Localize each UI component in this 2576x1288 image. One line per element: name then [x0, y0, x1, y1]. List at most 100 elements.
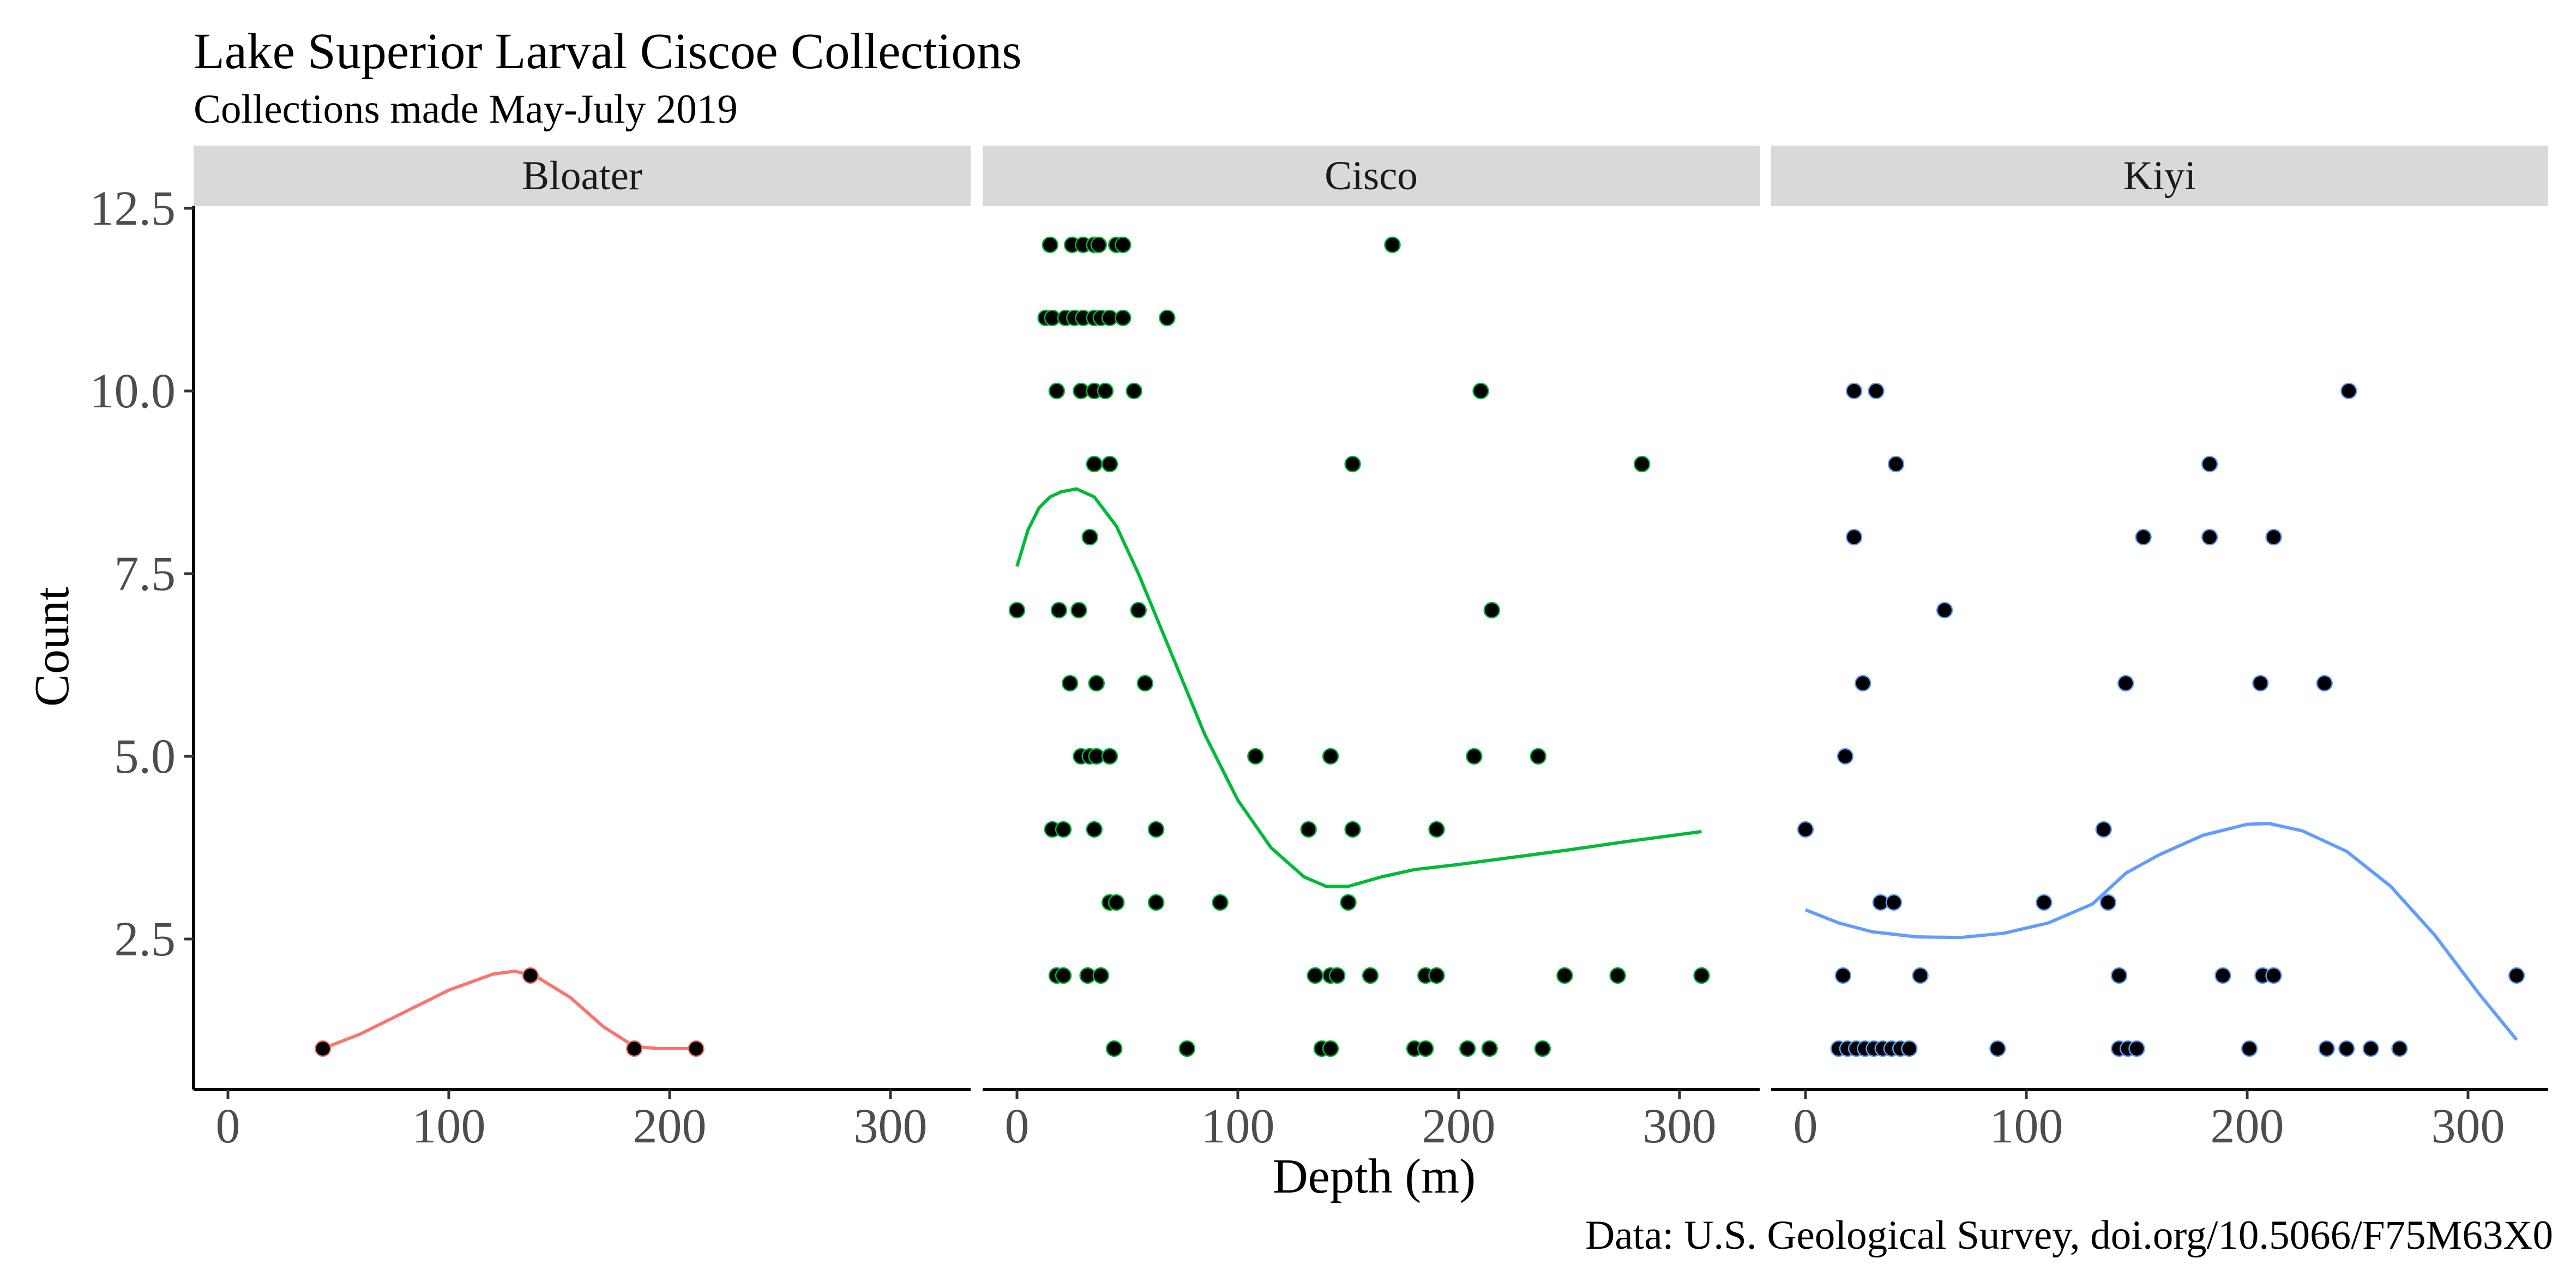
- chart-subtitle: Collections made May-July 2019: [194, 87, 738, 132]
- data-point: [1092, 967, 1110, 984]
- data-point: [1048, 382, 1066, 400]
- smooth-line-kiyi: [1804, 822, 2518, 1041]
- data-point: [2338, 1040, 2355, 1057]
- data-point: [1887, 455, 1905, 473]
- data-point: [1344, 455, 1361, 473]
- data-point: [1340, 894, 1357, 911]
- facet-strip-label: Bloater: [522, 153, 642, 198]
- data-point: [1147, 821, 1165, 838]
- data-point: [1483, 601, 1500, 619]
- data-point: [2362, 1040, 2380, 1057]
- facet-strip: [983, 146, 1760, 206]
- data-point: [1845, 382, 1863, 400]
- x-tick-label: 0: [1005, 1099, 1030, 1153]
- data-point: [2117, 675, 2134, 692]
- x-tick-label: 200: [633, 1099, 707, 1153]
- data-point: [2318, 1040, 2336, 1057]
- data-point: [1633, 455, 1651, 473]
- data-point: [1178, 1040, 1196, 1057]
- data-point: [2095, 821, 2112, 838]
- data-point: [1105, 1040, 1123, 1057]
- data-point: [522, 967, 539, 984]
- data-point: [1061, 675, 1079, 692]
- data-point: [1081, 528, 1098, 546]
- data-point: [1055, 967, 1072, 984]
- data-point: [1534, 1040, 1551, 1057]
- y-axis-title: Count: [25, 587, 79, 707]
- data-point: [1472, 382, 1489, 400]
- facet-strip: [1771, 146, 2548, 206]
- data-point: [1212, 894, 1229, 911]
- y-tick-label: 7.5: [115, 547, 176, 601]
- x-tick-label: 300: [1643, 1099, 1717, 1153]
- data-point: [1322, 1040, 1339, 1057]
- data-point: [2391, 1040, 2408, 1057]
- data-point: [1086, 455, 1103, 473]
- y-axis: 2.5 5.0 7.5 10.0 12.5: [90, 182, 195, 1090]
- data-point: [2201, 455, 2218, 473]
- data-point: [1042, 236, 1058, 254]
- x-tick-label: 200: [2211, 1099, 2284, 1153]
- data-point: [1097, 382, 1114, 400]
- data-point: [2508, 967, 2525, 984]
- y-tick-label: 10.0: [90, 364, 176, 418]
- data-point: [1362, 967, 1379, 984]
- data-point: [688, 1040, 705, 1057]
- data-point: [314, 1040, 332, 1057]
- data-point: [1466, 748, 1483, 765]
- data-point: [1428, 821, 1445, 838]
- data-point: [1901, 1040, 1918, 1057]
- data-point: [1837, 748, 1854, 765]
- data-point: [1070, 601, 1087, 619]
- data-point: [1307, 967, 1323, 984]
- data-point: [1008, 601, 1026, 619]
- data-point: [625, 1040, 643, 1057]
- x-tick-label: 100: [412, 1099, 486, 1153]
- data-point: [1885, 894, 1903, 911]
- data-point: [1797, 821, 1814, 838]
- data-point: [1115, 236, 1131, 254]
- data-point: [1055, 821, 1072, 838]
- data-point: [1108, 894, 1125, 911]
- data-point: [2201, 528, 2218, 546]
- data-point: [1936, 601, 1953, 619]
- facet-panels: Bloater 0 100 200 300 Cisco 0 100 200 300 Kiyi 0 100…: [194, 146, 2548, 1153]
- data-point: [2099, 894, 2117, 911]
- data-point: [1845, 528, 1863, 546]
- x-tick-label: 100: [1201, 1099, 1275, 1153]
- data-point: [1344, 821, 1361, 838]
- data-point: [1147, 894, 1165, 911]
- chart-title: Lake Superior Larval Ciscoe Collections: [194, 23, 1022, 80]
- data-point: [1912, 967, 1929, 984]
- data-point: [1530, 748, 1547, 765]
- data-point: [1329, 967, 1346, 984]
- data-point: [1159, 309, 1176, 327]
- data-point: [1417, 1040, 1434, 1057]
- data-point: [2036, 894, 2053, 911]
- data-point: [1086, 821, 1103, 838]
- data-point: [2265, 967, 2282, 984]
- x-axis-title: Depth (m): [1273, 1149, 1476, 1203]
- facet-panel-bloater: Bloater 0 100 200 300: [194, 146, 971, 1153]
- y-tick-label: 2.5: [115, 912, 176, 966]
- data-point: [2265, 528, 2282, 546]
- data-point: [1556, 967, 1573, 984]
- chart-caption: Data: U.S. Geological Survey, doi.org/10…: [1585, 1213, 2553, 1258]
- facet-strip: [194, 146, 971, 206]
- data-point: [1989, 1040, 2006, 1057]
- smooth-line-cisco: [1015, 487, 1702, 888]
- x-tick-label: 200: [1422, 1099, 1496, 1153]
- data-point: [2241, 1040, 2258, 1057]
- data-point: [1834, 967, 1852, 984]
- data-point: [1868, 382, 1885, 400]
- data-point: [1428, 967, 1445, 984]
- data-point: [1126, 382, 1142, 400]
- data-point: [2110, 967, 2128, 984]
- x-tick-label: 0: [216, 1099, 240, 1153]
- data-point: [1090, 236, 1108, 254]
- data-point: [2316, 675, 2333, 692]
- y-tick-label: 12.5: [90, 182, 176, 236]
- data-point: [1384, 236, 1401, 254]
- data-point: [1300, 821, 1317, 838]
